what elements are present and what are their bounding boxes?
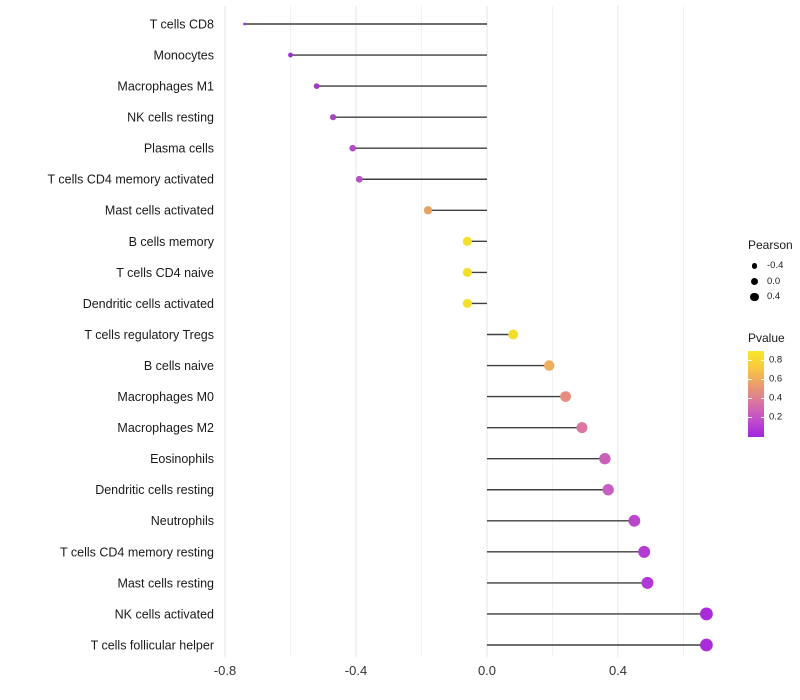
y-axis-label: Mast cells activated [105, 204, 214, 218]
color-legend: 0.8 0.6 0.4 0.2 [748, 350, 800, 443]
colorbar-tick-mark [760, 359, 764, 361]
data-point [628, 514, 641, 527]
colorbar-tick-mark [760, 397, 764, 399]
data-point [462, 267, 472, 277]
data-point [560, 391, 571, 402]
size-key-box [746, 262, 763, 269]
data-point [349, 144, 357, 152]
y-axis-label: NK cells resting [127, 111, 214, 125]
data-point [462, 298, 472, 309]
colorbar-tick-label: 0.4 [769, 392, 783, 403]
size-key-dot-icon [751, 277, 758, 285]
size-legend-entries: -0.4 0.0 0.4 [744, 258, 800, 305]
y-axis-label: B cells memory [129, 235, 215, 249]
colorbar-tick-label: 0.2 [769, 411, 783, 422]
data-point [641, 576, 654, 589]
y-axis-label: B cells naive [144, 359, 214, 373]
color-legend-title: Pvalue [748, 330, 785, 345]
legend: Pearson -0.4 0.0 0.4 Pvalue 0.8 0.6 0.4 0.2 [744, 238, 800, 443]
data-point [700, 638, 713, 652]
data-point [288, 52, 293, 58]
y-axis-label: Monocytes [154, 48, 214, 62]
data-point [638, 545, 651, 558]
x-axis-tick-label: -0.4 [345, 663, 367, 678]
colorbar-tick-mark [748, 359, 752, 361]
y-axis-label: Dendritic cells resting [95, 483, 214, 497]
data-point [355, 175, 363, 183]
data-point [700, 607, 713, 621]
size-legend-title: Pearson [748, 238, 793, 252]
y-axis-label: Neutrophils [151, 514, 214, 528]
colorbar-tick-mark [748, 378, 752, 380]
data-point [599, 453, 611, 465]
size-key-box [746, 277, 763, 285]
y-axis-label: T cells follicular helper [91, 638, 214, 652]
size-key-dot-icon [750, 292, 759, 301]
x-axis-tick-label: -0.8 [214, 663, 236, 678]
y-axis-label: Macrophages M2 [117, 421, 214, 435]
x-axis-tick-label: 0.4 [609, 663, 627, 678]
size-key-label: -0.4 [767, 260, 784, 272]
data-point [576, 422, 588, 434]
data-point [508, 329, 519, 340]
size-legend-entry: -0.4 [746, 258, 800, 274]
y-axis-label: T cells regulatory Tregs [84, 328, 214, 342]
y-axis-label: Eosinophils [150, 452, 214, 466]
data-point [423, 206, 433, 215]
colorbar-tick-mark [760, 416, 764, 418]
size-key-label: 0.0 [767, 275, 781, 287]
colorbar-tick-mark [748, 397, 752, 399]
data-point [243, 22, 247, 26]
data-point [543, 360, 555, 371]
colorbar-tick-mark [748, 416, 752, 418]
y-axis-label: T cells CD8 [150, 17, 214, 31]
y-axis-label: Macrophages M1 [117, 80, 214, 94]
data-point [313, 83, 320, 89]
data-point [462, 236, 472, 246]
x-axis-tick-label: 0.0 [478, 663, 496, 678]
colorbar-tick-label: 0.8 [769, 354, 783, 365]
y-axis-label: T cells CD4 naive [116, 266, 214, 280]
size-key-box [746, 292, 763, 301]
y-axis-label: Dendritic cells activated [83, 297, 214, 311]
y-axis-label: T cells CD4 memory activated [48, 173, 215, 187]
size-key-label: 0.4 [767, 291, 781, 303]
data-point [602, 484, 614, 496]
colorbar-tick-mark [760, 378, 764, 380]
colorbar-gradient [748, 350, 764, 437]
y-axis-label: Macrophages M0 [117, 390, 214, 404]
y-axis-label: T cells CD4 memory resting [60, 545, 214, 559]
size-key-dot-icon [751, 262, 758, 269]
y-axis-label: Mast cells resting [117, 576, 214, 590]
y-axis-label: NK cells activated [115, 607, 214, 621]
size-legend-entry: 0.4 [746, 289, 800, 305]
data-point [330, 114, 337, 121]
size-legend-entry: 0.0 [746, 274, 800, 290]
colorbar-tick-label: 0.6 [769, 373, 783, 384]
y-axis-label: Plasma cells [144, 142, 214, 156]
